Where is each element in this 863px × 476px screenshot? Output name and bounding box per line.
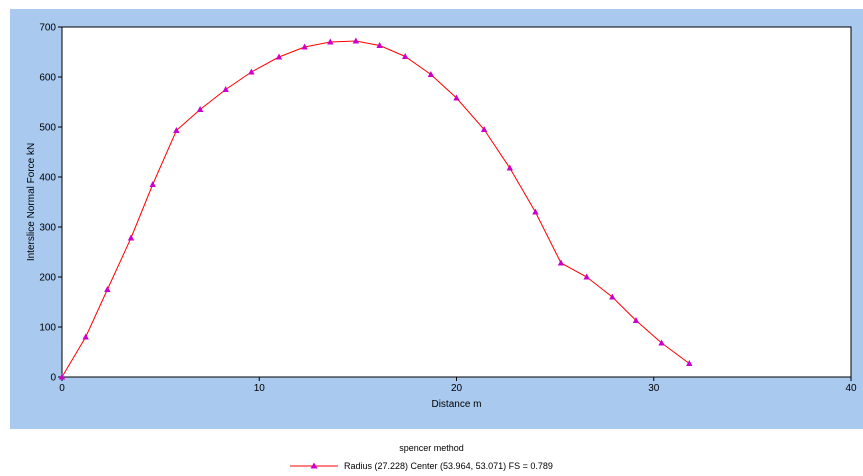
data-point [402, 53, 409, 59]
legend: spencer method Radius (27.228) Center (5… [0, 438, 863, 476]
data-point [557, 259, 565, 266]
data-point [275, 53, 283, 60]
data-point [222, 86, 229, 92]
legend-title: spencer method [399, 443, 464, 453]
data-point [301, 43, 308, 50]
y-tick-label: 500 [39, 123, 56, 134]
data-point [427, 71, 435, 77]
y-tick-label: 400 [39, 173, 56, 184]
y-tick-label: 0 [50, 373, 56, 384]
data-point [58, 373, 66, 380]
data-point [480, 126, 488, 132]
x-tick-label: 30 [648, 383, 660, 394]
y-tick-label: 300 [39, 223, 56, 234]
legend-entry: Radius (27.228) Center (53.964, 53.071) … [290, 460, 553, 472]
legend-series-label: Radius (27.228) Center (53.964, 53.071) … [344, 461, 553, 471]
data-point [327, 38, 334, 45]
data-point [376, 42, 383, 48]
x-tick-label: 10 [254, 383, 266, 394]
y-axis-label: Interslice Normal Force kN [26, 143, 37, 261]
data-point [658, 339, 665, 346]
data-point [686, 360, 693, 366]
chart-svg: 0 100 200 300 400 500 600 700 0 10 20 30 40 Distanc… [26, 23, 857, 411]
data-point [196, 106, 204, 112]
data-point [149, 181, 156, 187]
data-point [82, 333, 89, 340]
x-tick-label: 0 [59, 383, 65, 394]
data-point [632, 317, 640, 323]
series-layer [58, 37, 693, 380]
data-point [609, 293, 616, 300]
data-point [506, 164, 513, 171]
data-point [127, 234, 135, 241]
series-line [61, 40, 690, 378]
legend-marker [310, 462, 318, 469]
y-tick-label: 700 [39, 23, 56, 34]
data-point [248, 68, 255, 75]
x-tick-label: 20 [451, 383, 463, 394]
legend-swatch [290, 460, 338, 472]
data-point [104, 286, 111, 292]
data-point [352, 37, 360, 44]
x-axis-ticks: 0 10 20 30 40 [59, 377, 857, 394]
data-point [453, 94, 460, 101]
y-tick-label: 200 [39, 273, 56, 284]
y-axis-ticks: 0 100 200 300 400 500 600 700 [39, 23, 62, 384]
x-axis-label: Distance m [431, 399, 481, 410]
y-tick-label: 100 [39, 323, 56, 334]
data-point [532, 208, 539, 215]
x-tick-label: 40 [845, 383, 857, 394]
y-tick-label: 600 [39, 73, 56, 84]
plot-area [61, 26, 852, 378]
data-point [583, 273, 590, 280]
data-point [173, 127, 180, 133]
